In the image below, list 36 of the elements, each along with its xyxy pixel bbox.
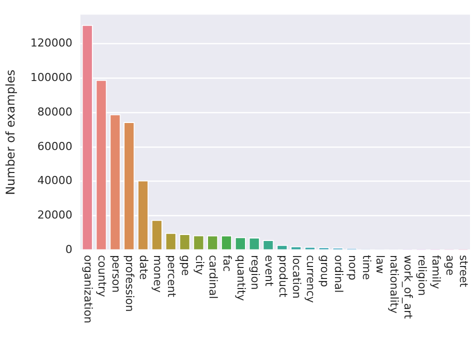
- x-tick-label: quantity: [234, 255, 248, 302]
- x-tick-label: currency: [304, 255, 318, 304]
- x-tick-label: cardinal: [206, 255, 220, 299]
- x-tick-label: city: [192, 255, 206, 276]
- x-tick-label: gpe: [178, 255, 192, 276]
- y-tick-label: 40000: [37, 174, 72, 188]
- x-tick-label: street: [457, 255, 470, 288]
- x-tick-label: time: [360, 255, 373, 280]
- x-tick-label: work_of_art: [402, 255, 415, 320]
- x-tick-label: location: [290, 255, 304, 299]
- x-tick-label: family: [429, 255, 442, 290]
- y-axis-title: Number of examples: [3, 70, 18, 195]
- y-tick-label: 0: [65, 242, 72, 256]
- y-tick-label: 60000: [37, 140, 72, 153]
- x-tick-label: fac: [220, 255, 234, 272]
- x-tick-label: profession: [123, 255, 136, 312]
- x-tick-label: norp: [346, 255, 359, 280]
- y-tick-label: 120000: [30, 36, 72, 50]
- x-tick-label: person: [109, 255, 122, 293]
- y-tick-label: 80000: [37, 105, 72, 118]
- x-tick-label: country: [95, 255, 108, 298]
- x-tick-label: organization: [81, 255, 94, 324]
- x-tick-label: region: [248, 255, 262, 290]
- x-tick-label: nationality: [388, 255, 401, 314]
- x-tick-label: ordinal: [332, 255, 345, 293]
- x-tick-label: product: [276, 255, 290, 298]
- x-tick-label: percent: [164, 255, 178, 298]
- x-tick-label: money: [151, 255, 164, 294]
- x-tick-label: date: [137, 255, 150, 280]
- x-tick-label: law: [374, 255, 387, 274]
- y-tick-label: 100000: [30, 71, 72, 84]
- x-tick-label: event: [262, 255, 276, 288]
- x-tick-label: age: [443, 255, 456, 276]
- x-tick-label: religion: [415, 255, 428, 296]
- x-tick-label: group: [318, 255, 332, 287]
- y-tick-label: 20000: [37, 208, 72, 222]
